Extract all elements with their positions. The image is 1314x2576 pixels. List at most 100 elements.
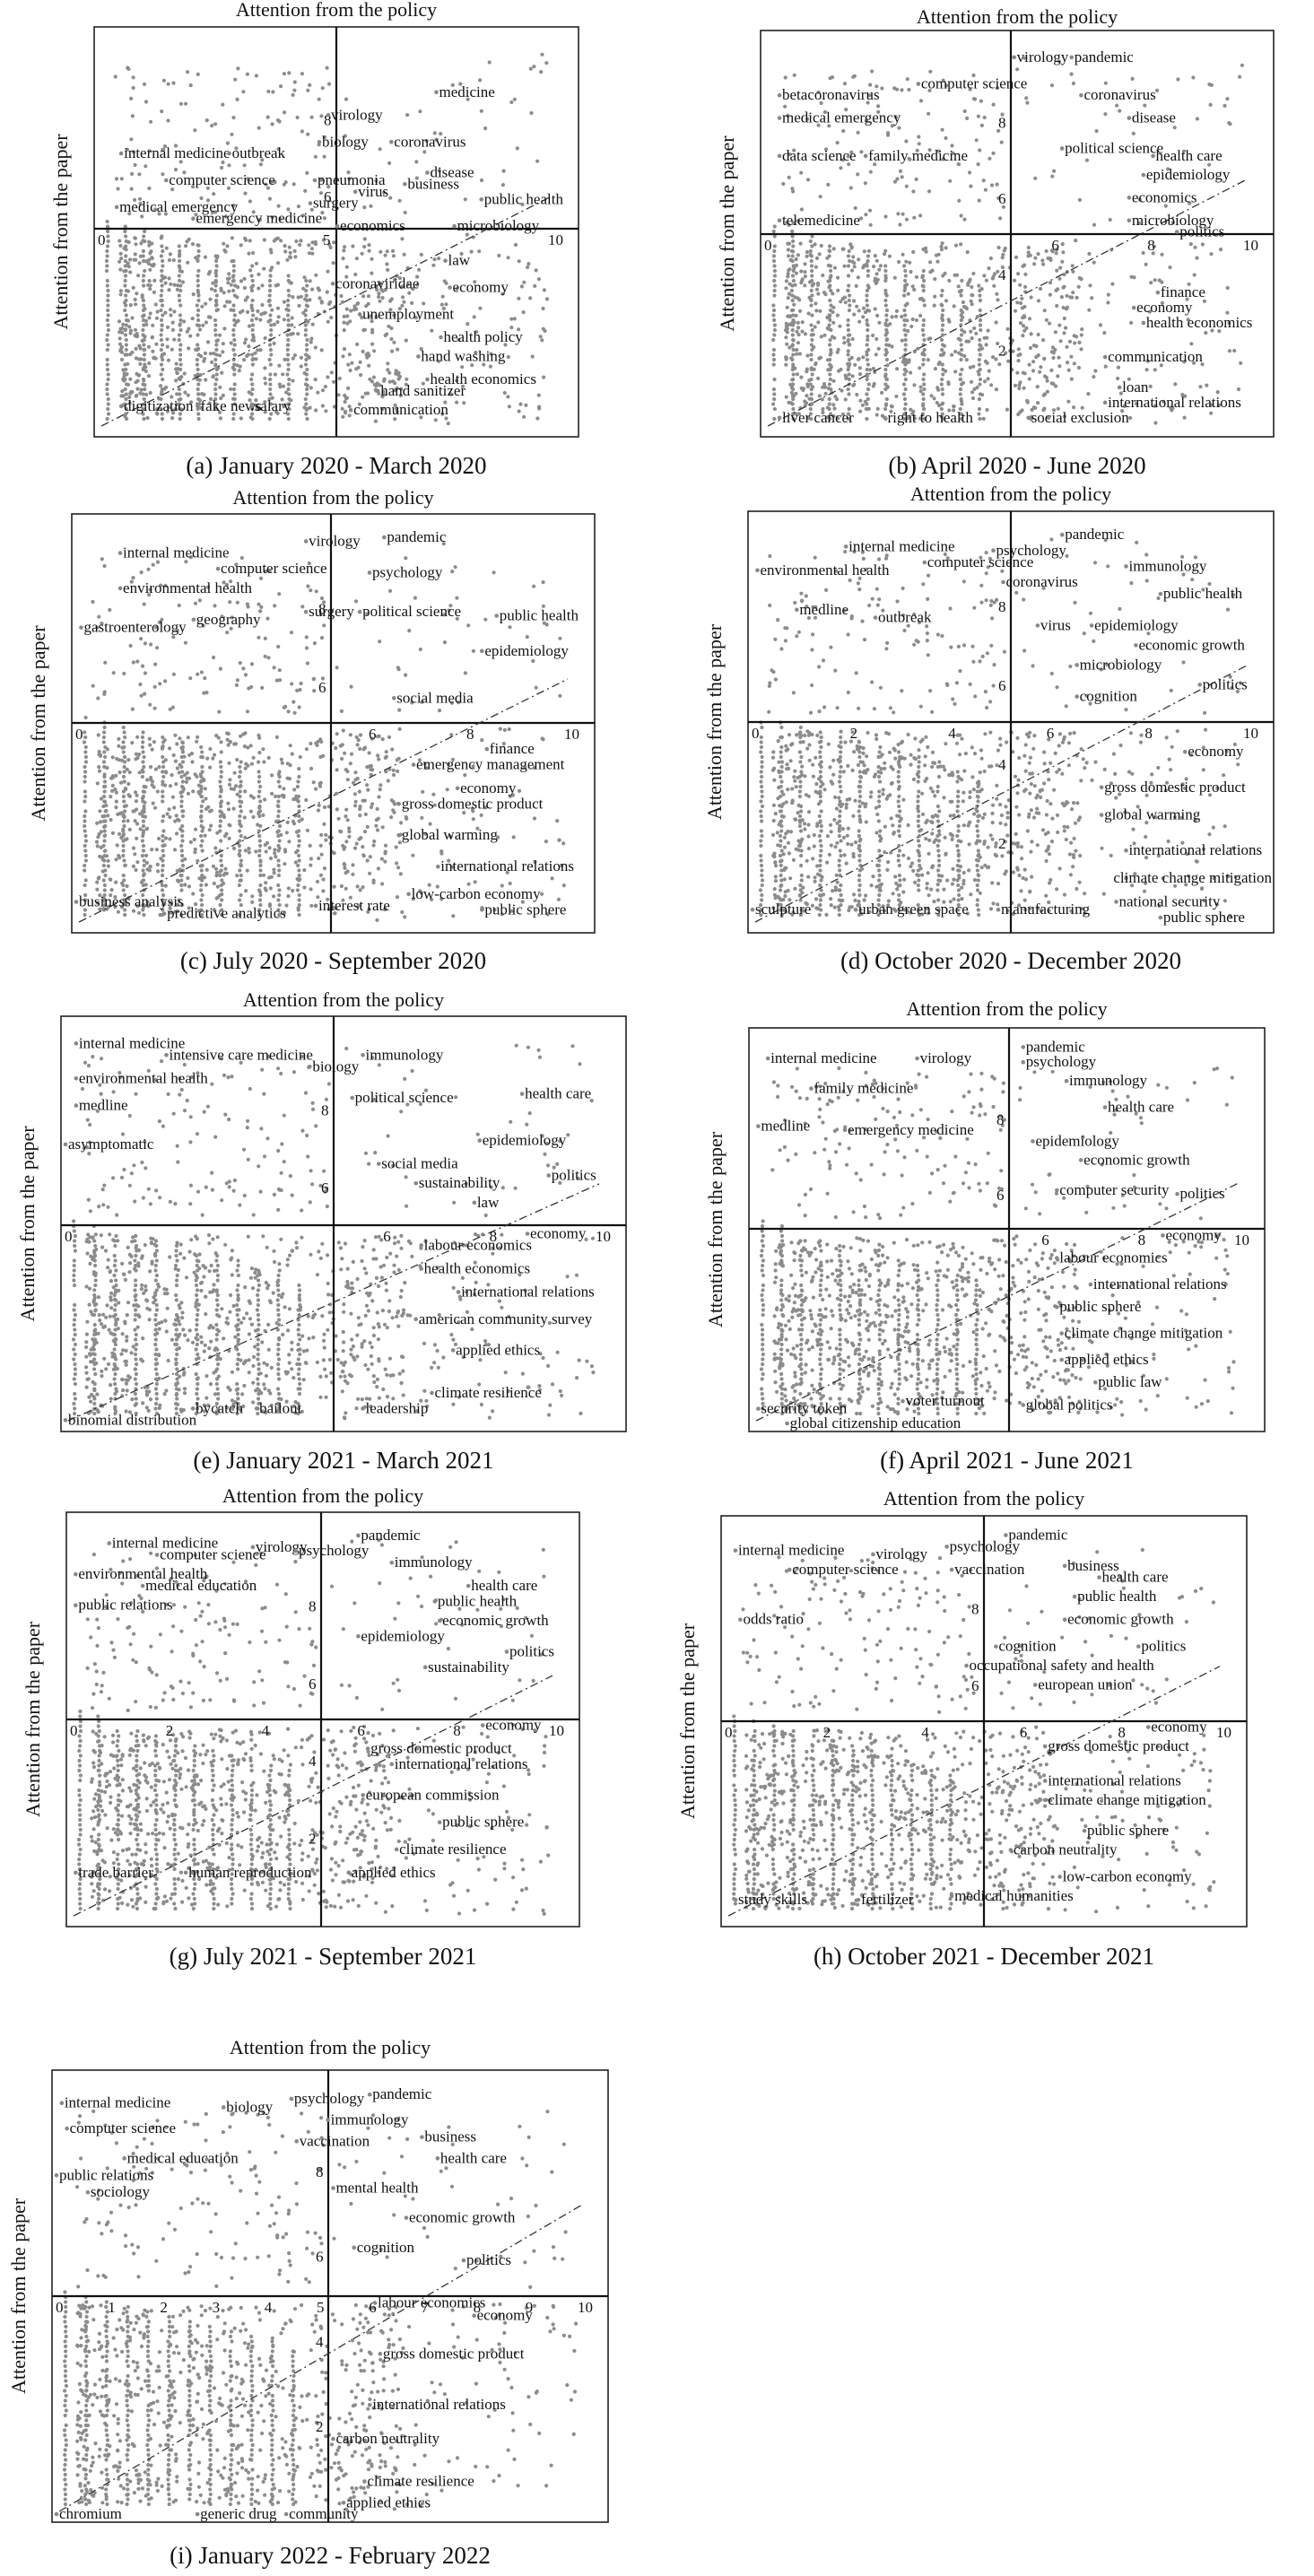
- point: [229, 787, 233, 791]
- point: [212, 881, 216, 886]
- point: [296, 295, 300, 300]
- point: [903, 285, 908, 291]
- point: [348, 761, 352, 766]
- labeled-point: [777, 92, 782, 98]
- point: [142, 602, 146, 606]
- point: [168, 252, 172, 257]
- point: [191, 292, 196, 297]
- labeled-point: [308, 201, 313, 205]
- point: [254, 74, 258, 78]
- point: [83, 843, 87, 849]
- point: [1066, 399, 1071, 404]
- point: [163, 212, 168, 216]
- point: [288, 250, 292, 255]
- point: [798, 779, 803, 784]
- point: [225, 141, 230, 145]
- point: [213, 363, 218, 368]
- point: [119, 177, 124, 181]
- point: [207, 828, 212, 832]
- point: [83, 912, 87, 918]
- point: [178, 298, 182, 303]
- point: [121, 750, 126, 754]
- point: [159, 337, 163, 343]
- point: [160, 888, 165, 892]
- point: [231, 412, 236, 416]
- point: [818, 770, 823, 774]
- point: [506, 256, 510, 260]
- point: [922, 303, 927, 308]
- labeled-point: [303, 539, 309, 544]
- point: [787, 292, 792, 296]
- point: [358, 888, 362, 892]
- point: [1049, 761, 1053, 765]
- point: [110, 755, 115, 760]
- point: [906, 856, 911, 861]
- point: [285, 333, 290, 337]
- point: [97, 765, 101, 770]
- point: [969, 379, 974, 384]
- point: [1047, 852, 1052, 857]
- point: [397, 276, 402, 281]
- point: [242, 358, 247, 362]
- point: [355, 884, 360, 889]
- point: [175, 742, 179, 746]
- point: [173, 759, 178, 763]
- point: [901, 392, 907, 396]
- point: [786, 248, 791, 252]
- point: [813, 875, 817, 880]
- point: [400, 237, 405, 241]
- point: [903, 274, 908, 278]
- point: [311, 780, 316, 785]
- point: [372, 349, 377, 353]
- point-label: emergency medicine: [196, 210, 322, 227]
- point: [231, 116, 236, 120]
- point: [897, 873, 902, 878]
- point: [133, 252, 137, 257]
- point: [846, 318, 850, 323]
- point: [101, 740, 106, 744]
- point: [772, 377, 777, 382]
- point: [369, 204, 373, 208]
- point: [858, 398, 863, 403]
- point: [952, 304, 956, 309]
- point: [1057, 364, 1062, 369]
- point: [304, 635, 309, 640]
- point: [175, 766, 179, 770]
- point: [214, 377, 219, 382]
- point: [977, 912, 981, 918]
- point: [218, 873, 222, 878]
- point: [118, 349, 123, 353]
- point: [221, 350, 225, 354]
- point: [161, 814, 166, 819]
- point: [208, 396, 213, 401]
- point: [959, 333, 964, 337]
- labeled-point: [196, 404, 200, 409]
- point: [370, 330, 375, 335]
- point: [180, 280, 186, 284]
- point: [968, 365, 972, 370]
- point: [121, 794, 126, 799]
- point: [1013, 383, 1018, 387]
- point: [365, 355, 370, 360]
- point: [106, 406, 110, 412]
- point: [199, 819, 204, 823]
- point: [150, 747, 154, 752]
- point: [800, 329, 805, 334]
- point: [1031, 815, 1037, 820]
- point: [231, 806, 236, 811]
- point: [418, 109, 422, 114]
- point: [340, 756, 344, 761]
- point: [196, 735, 200, 739]
- point: [1024, 96, 1029, 100]
- point: [962, 353, 967, 359]
- point: [239, 862, 243, 866]
- point: [883, 214, 888, 219]
- point: [378, 299, 382, 303]
- point: [1227, 121, 1231, 126]
- point: [204, 883, 208, 887]
- point: [231, 327, 236, 333]
- point: [444, 281, 448, 285]
- point: [366, 391, 370, 396]
- point: [907, 87, 911, 92]
- point: [917, 850, 921, 855]
